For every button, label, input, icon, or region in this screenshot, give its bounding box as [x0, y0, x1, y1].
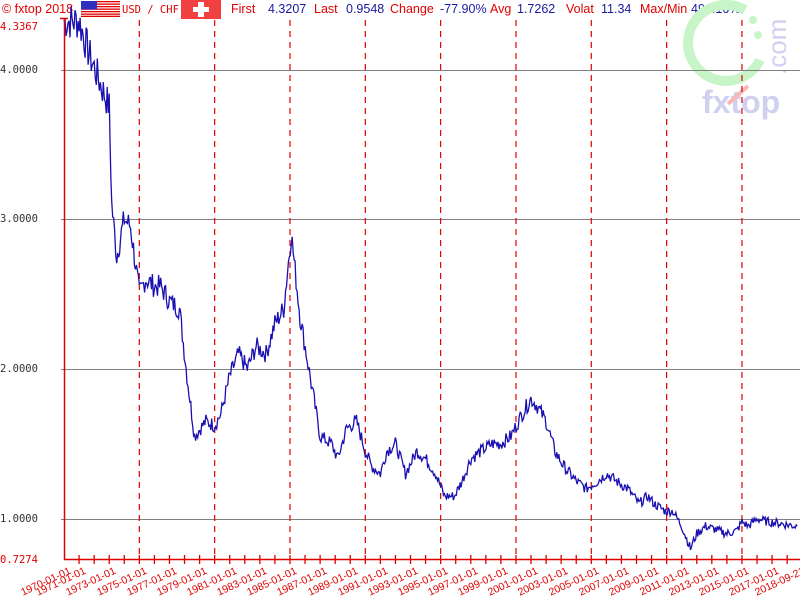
copyright-text: © fxtop 2018 [2, 2, 74, 16]
currency-pair: USD / CHF [122, 4, 179, 16]
last-label: Last [314, 2, 338, 16]
y-label-max: 4.3367 [0, 21, 38, 33]
x-ticks [78, 555, 788, 564]
first-label: First [231, 2, 256, 16]
y-label-2: 2.0000 [0, 363, 38, 375]
horizontal-gridlines [61, 70, 800, 520]
axes [60, 17, 800, 561]
maxmin-label: Max/Min [640, 2, 688, 16]
swiss-flag-icon [181, 0, 221, 19]
volat-label: Volat [566, 2, 594, 16]
us-flag-icon [81, 1, 120, 17]
change-value: -77.90% [440, 2, 487, 16]
year-dashed-lines [138, 20, 743, 559]
usd-chf-line [63, 6, 798, 551]
avg-value: 1.7262 [517, 2, 556, 16]
y-label-1: 1.0000 [0, 513, 38, 525]
volat-value: 11.34 [601, 2, 632, 16]
y-label-min: 0.7274 [0, 554, 38, 566]
change-label: Change [390, 2, 434, 16]
first-value: 4.3207 [268, 2, 307, 16]
svg-text:.com: .com [762, 19, 792, 75]
last-value: 0.9548 [346, 2, 385, 16]
y-label-3: 3.0000 [0, 213, 38, 225]
y-label-4: 4.0000 [0, 64, 38, 76]
avg-label: Avg [490, 2, 512, 16]
